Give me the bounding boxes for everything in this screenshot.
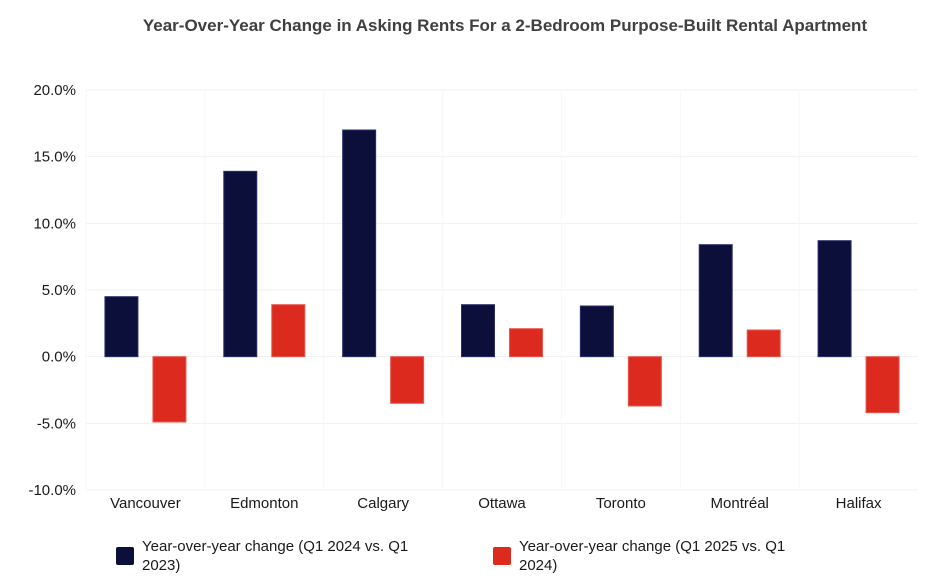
x-tick-label: Vancouver [110,495,181,512]
grid-lines [85,89,918,491]
bar-halifax-series-2[interactable] [865,356,900,414]
bar-toronto-series-1[interactable] [579,305,614,358]
x-tick-label: Montréal [711,495,769,512]
bar-montral-series-2[interactable] [746,329,781,358]
bar-ottawa-series-2[interactable] [509,328,543,358]
y-tick-label: 10.0% [33,215,76,232]
x-tick-label: Halifax [836,495,882,512]
y-tick-label: 15.0% [33,149,76,166]
bar-calgary-series-2[interactable] [390,356,425,404]
bars [104,129,900,423]
y-tick-label: -10.0% [28,482,76,499]
x-tick-label: Calgary [357,495,409,512]
x-tick-label: Toronto [596,495,646,512]
x-tick-label: Edmonton [230,495,298,512]
y-tick-label: 20.0% [33,82,76,99]
y-axis-ticks: 20.0% 15.0% 10.0% 5.0% 0.0% -5.0% -10.0% [28,82,76,499]
bar-toronto-series-2[interactable] [627,356,662,407]
legend-item-series-2[interactable]: Year-over-year change (Q1 2025 vs. Q1 20… [493,537,809,575]
bar-vancouver-series-1[interactable] [104,296,139,358]
x-tick-label: Ottawa [478,495,526,512]
chart-title: Year-Over-Year Change in Asking Rents Fo… [142,16,868,35]
bar-vancouver-series-2[interactable] [152,356,187,423]
legend-swatch-series-2 [493,547,511,565]
bar-edmonton-series-1[interactable] [223,170,258,358]
bar-ottawa-series-1[interactable] [461,304,495,358]
bar-montral-series-1[interactable] [698,244,733,358]
x-axis-ticks: Vancouver Edmonton Calgary Ottawa Toronto Mon… [110,495,882,512]
bar-calgary-series-1[interactable] [342,129,377,358]
y-tick-label: 5.0% [42,282,76,299]
y-tick-label: -5.0% [37,415,76,432]
legend-swatch-series-1 [116,547,134,565]
legend-label-series-1: Year-over-year change (Q1 2024 vs. Q1 20… [142,538,409,574]
legend-label-series-2: Year-over-year change (Q1 2025 vs. Q1 20… [519,538,786,574]
bar-halifax-series-1[interactable] [817,240,852,358]
legend-item-series-1[interactable]: Year-over-year change (Q1 2024 vs. Q1 20… [116,537,432,575]
y-tick-label: 0.0% [42,349,76,366]
bar-edmonton-series-2[interactable] [271,304,306,358]
